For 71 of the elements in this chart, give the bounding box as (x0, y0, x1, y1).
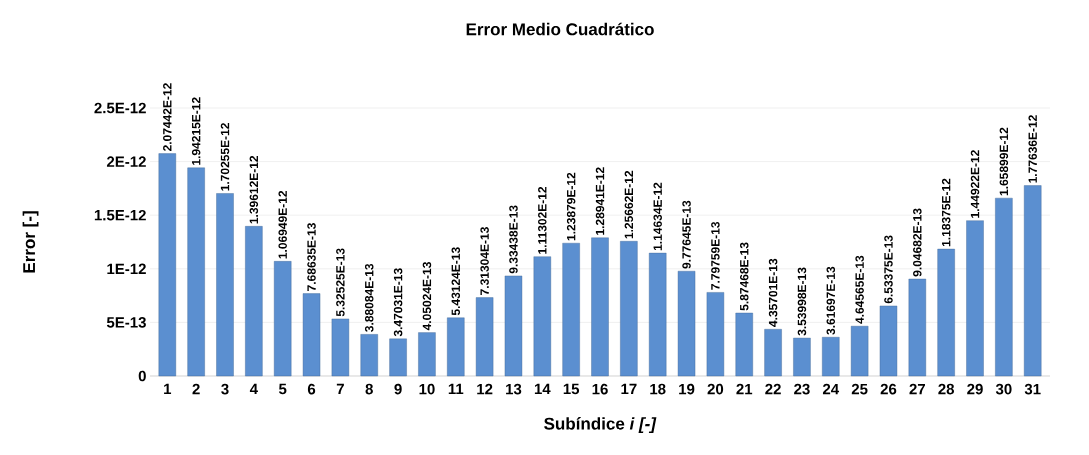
x-tick-label: 1 (164, 383, 172, 395)
chart-title: Error Medio Cuadrático (466, 22, 654, 36)
data-label: 3.61697E-13 (826, 266, 836, 335)
data-label: 1.25662E-12 (624, 170, 634, 239)
x-tick-label: 19 (679, 383, 695, 395)
x-tick-label: 26 (880, 383, 897, 395)
x-tick-label: 18 (650, 383, 666, 395)
x-tick-label: 17 (621, 383, 637, 395)
x-tick-label: 31 (1024, 383, 1041, 395)
x-tick-label: 24 (822, 383, 840, 395)
data-label: 5.43124E-13 (451, 247, 461, 316)
x-tick-label: 14 (534, 383, 551, 395)
data-label: 7.31304E-13 (480, 227, 489, 295)
x-tick-label: 25 (851, 383, 868, 395)
data-label: 4.35701E-13 (768, 258, 778, 327)
data-label: 1.94215E-12 (191, 97, 201, 165)
data-label: 3.47031E-13 (393, 268, 403, 337)
x-tick-label: 30 (995, 383, 1012, 395)
x-tick-label: 21 (736, 383, 753, 395)
data-label: 1.06949E-12 (278, 190, 287, 259)
x-tick-label: 28 (938, 383, 955, 395)
x-tick-label: 29 (967, 383, 983, 395)
data-label: 1.65899E-12 (999, 127, 1009, 196)
data-label: 5.32525E-13 (336, 248, 345, 317)
data-label: 7.68635E-13 (307, 223, 316, 291)
data-label: 1.14634E-12 (653, 182, 662, 251)
x-tick-label: 7 (336, 383, 344, 395)
data-label: 1.23879E-12 (566, 172, 576, 241)
data-label: 7.79759E-13 (711, 221, 720, 290)
y-tick-label: 2E-12 (106, 156, 146, 167)
x-tick-label: 20 (707, 383, 724, 395)
x-tick-label: 2 (192, 383, 200, 395)
y-tick-label: 2.5E-12 (94, 102, 146, 114)
data-label: 5.87468E-13 (739, 242, 749, 311)
data-label: 1.70255E-12 (220, 123, 230, 191)
data-label: 3.88084E-13 (364, 263, 374, 332)
data-label: 1.44922E-12 (970, 150, 980, 218)
x-tick-label: 3 (221, 383, 229, 395)
y-tick-label: 5E-13 (106, 317, 146, 328)
data-label: 9.04682E-13 (913, 208, 922, 277)
data-label: 4.05024E-13 (422, 262, 432, 331)
data-label: 6.53375E-13 (884, 235, 893, 304)
x-tick-label: 11 (448, 383, 464, 395)
data-label: 3.53998E-13 (797, 267, 807, 336)
x-axis-title: Subíndice i [-] (544, 417, 657, 434)
x-tick-label: 22 (765, 383, 781, 395)
x-tick-label: 10 (419, 383, 435, 395)
x-tick-label: 27 (909, 383, 925, 395)
x-tick-label: 12 (477, 383, 493, 395)
x-tick-label: 6 (307, 383, 316, 395)
data-label: 2.07442E-12 (163, 83, 172, 151)
data-label: 1.18375E-12 (941, 178, 951, 247)
data-label: 9.33438E-13 (509, 205, 518, 274)
x-tick-label: 23 (794, 383, 810, 395)
y-axis-title: Error [-] (22, 211, 39, 273)
y-tick-label: 1.5E-12 (94, 209, 146, 221)
x-tick-label: 13 (506, 383, 522, 395)
data-label: 1.28941E-12 (595, 167, 605, 235)
x-tick-label: 8 (365, 383, 373, 395)
x-tick-label: 15 (563, 383, 580, 395)
x-tick-label: 16 (592, 383, 608, 395)
y-tick-label: 1E-12 (107, 263, 146, 275)
x-tick-label: 4 (249, 383, 258, 395)
data-label: 1.77636E-12 (1028, 115, 1037, 183)
y-tick-label: 0 (138, 370, 146, 382)
data-label: 9.77645E-13 (682, 200, 691, 269)
x-tick-label: 9 (394, 383, 402, 395)
data-label: 1.11302E-12 (538, 186, 547, 254)
data-label: 1.39612E-12 (249, 155, 259, 224)
x-tick-label: 5 (278, 383, 287, 395)
data-label: 4.64565E-13 (855, 255, 864, 324)
